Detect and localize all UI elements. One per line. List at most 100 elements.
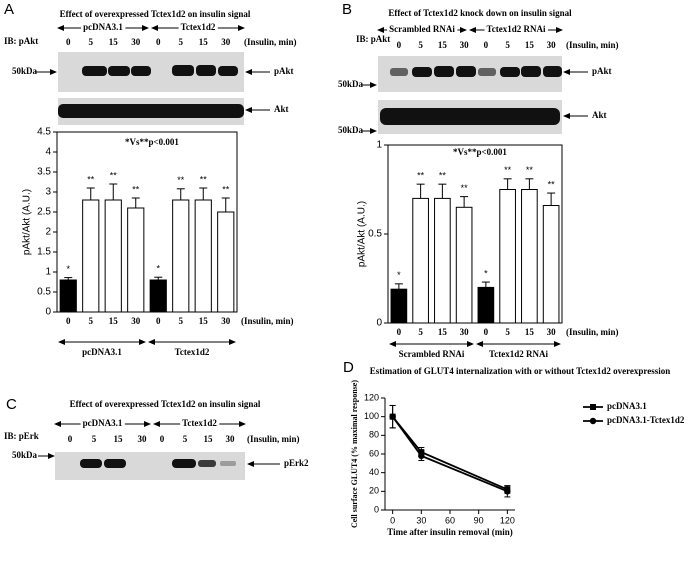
bar — [104, 199, 122, 313]
lane-label: 15 — [438, 40, 448, 50]
y-tick-label: 0.5 — [37, 287, 51, 298]
bar — [499, 189, 516, 324]
x-tick-label: 5 — [505, 327, 510, 337]
y-tick-label: 4.5 — [37, 127, 51, 138]
series-line — [391, 416, 508, 493]
significance-label: ** — [526, 165, 534, 175]
x-tick-label: 30 — [221, 316, 231, 326]
y-tick-label: 2.5 — [37, 207, 51, 218]
significance-label: * — [66, 264, 70, 274]
x-tick-label: 0 — [156, 316, 161, 326]
legend-label: pcDNA3.1-Tctex1d2 — [607, 415, 685, 425]
panel-letter: B — [342, 1, 352, 18]
y-axis-label: pAkt/Akt (A.U.) — [22, 189, 33, 255]
x-tick-label: 90 — [474, 515, 484, 525]
point — [389, 413, 396, 420]
x-tick-label: 5 — [89, 316, 94, 326]
bar — [194, 199, 212, 313]
label-bg — [81, 22, 126, 33]
lane-label: 15 — [114, 434, 124, 444]
x-tick-label: 15 — [199, 316, 209, 326]
group-label: Tctex1d2 RNAi — [489, 349, 548, 359]
lane-label: 5 — [92, 434, 97, 444]
bar — [82, 199, 100, 313]
significance-label: ** — [461, 183, 469, 193]
panel-title: Effect of overexpressed Tctex1d2 on insu… — [60, 9, 251, 19]
panel-title: Effect of Tctex1d2 knock down on insulin… — [388, 8, 572, 18]
lane-label: 0 — [160, 434, 165, 444]
group-label: Scrambled RNAi — [399, 349, 465, 359]
lane-label: 0 — [68, 434, 73, 444]
lane-unit: (Insulin, min) — [566, 40, 619, 50]
size-marker: 50kDa — [338, 79, 364, 89]
series-line — [391, 416, 508, 491]
lane-label: 5 — [418, 40, 423, 50]
band-label: pAkt — [274, 66, 294, 76]
group-label: Tctex1d2 — [181, 22, 216, 32]
bar — [412, 197, 429, 324]
label-bg — [484, 24, 548, 35]
y-tick-label: 3.5 — [37, 167, 51, 178]
group-label: pcDNA3.1 — [83, 22, 123, 32]
lane-label: 0 — [397, 40, 402, 50]
size-marker: 50kDa — [338, 125, 364, 135]
size-marker: 50kDa — [12, 66, 38, 76]
x-tick-label: 5 — [179, 316, 184, 326]
significance-label: * — [397, 270, 401, 280]
y-tick-label: 0 — [376, 318, 382, 329]
lane-label: 30 — [138, 434, 148, 444]
lane-label: 15 — [109, 37, 119, 47]
x-axis-label: Time after insulin removal (min) — [387, 527, 513, 537]
panel-title: Estimation of GLUT4 internalization with… — [370, 366, 671, 376]
group-label: pcDNA3.1 — [83, 418, 123, 428]
lane-unit: (Insulin, min) — [244, 37, 297, 47]
y-tick-label: 40 — [369, 467, 379, 477]
significance-label: ** — [177, 175, 185, 185]
axes — [384, 398, 515, 511]
x-tick-label: 30 — [131, 316, 141, 326]
x-unit: (Insulin, min) — [241, 316, 294, 326]
lane-label: 30 — [131, 37, 141, 47]
x-tick-label: 5 — [418, 327, 423, 337]
lane-label: 30 — [221, 37, 231, 47]
significance-label: ** — [504, 165, 512, 175]
bar — [542, 205, 560, 324]
group-label: pcDNA3.1 — [82, 347, 122, 357]
bar — [521, 189, 538, 324]
lane-label: 0 — [156, 37, 161, 47]
significance-label: * — [156, 264, 160, 274]
panel-letter: C — [6, 396, 17, 413]
blot-c — [55, 452, 245, 480]
significance-label: ** — [87, 174, 95, 184]
x-tick-label: 15 — [438, 327, 448, 337]
y-tick-label: 0.5 — [368, 229, 382, 240]
legend-marker — [590, 404, 596, 410]
significance-label: ** — [132, 184, 140, 194]
ib-label: IB: pAkt — [356, 34, 390, 44]
legend-marker — [589, 417, 597, 425]
band-label: Akt — [592, 110, 607, 120]
label-bg — [80, 418, 125, 429]
legend-label: pcDNA3.1 — [607, 401, 647, 411]
label-bg — [178, 22, 218, 33]
band-label: pErk2 — [284, 458, 309, 468]
lane-label: 5 — [89, 37, 94, 47]
y-tick-label: 2 — [45, 227, 51, 238]
significance-label: ** — [417, 171, 425, 181]
bar — [217, 211, 235, 313]
annotation: *Vs**p<0.001 — [453, 147, 507, 157]
x-tick-label: 0 — [397, 327, 402, 337]
label-bg — [387, 24, 458, 35]
lane-label: 15 — [199, 37, 209, 47]
x-tick-label: 30 — [416, 515, 426, 525]
x-tick-label: 15 — [525, 327, 535, 337]
x-tick-label: 30 — [547, 327, 557, 337]
significance-label: ** — [439, 171, 447, 181]
bar — [172, 199, 190, 313]
ib-label: IB: pErk — [4, 431, 39, 441]
group-label: Scrambled RNAi — [389, 24, 455, 34]
x-unit: (Insulin, min) — [566, 327, 619, 337]
y-tick-label: 0 — [374, 504, 379, 514]
plot-frame — [56, 131, 238, 313]
bar — [390, 288, 408, 324]
